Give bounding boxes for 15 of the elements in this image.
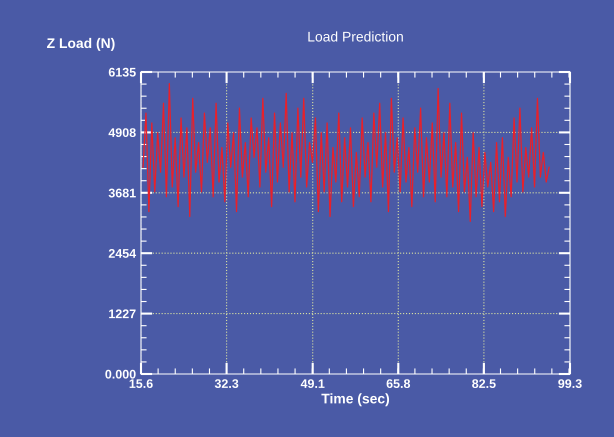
x-axis-title: Time (sec): [321, 393, 390, 406]
y-tick-label: 6135: [108, 68, 136, 77]
x-tick-label: 99.3: [558, 379, 582, 388]
y-tick-label: 1227: [109, 309, 136, 318]
y-axis-title: Z Load (N): [47, 38, 115, 51]
x-tick-label: 65.8: [386, 379, 410, 388]
x-tick-label: 49.1: [300, 379, 325, 388]
x-tick-label: 15.6: [130, 379, 153, 388]
y-tick-label: 0.000: [105, 370, 136, 379]
y-tick-label: 4908: [108, 128, 136, 138]
x-tick-label: 82.5: [472, 379, 496, 388]
y-tick-label: 2454: [108, 249, 136, 258]
y-tick-label: 3681: [108, 188, 136, 198]
chart-title: Load Prediction: [308, 31, 403, 42]
x-tick-label: 32.3: [214, 379, 238, 388]
